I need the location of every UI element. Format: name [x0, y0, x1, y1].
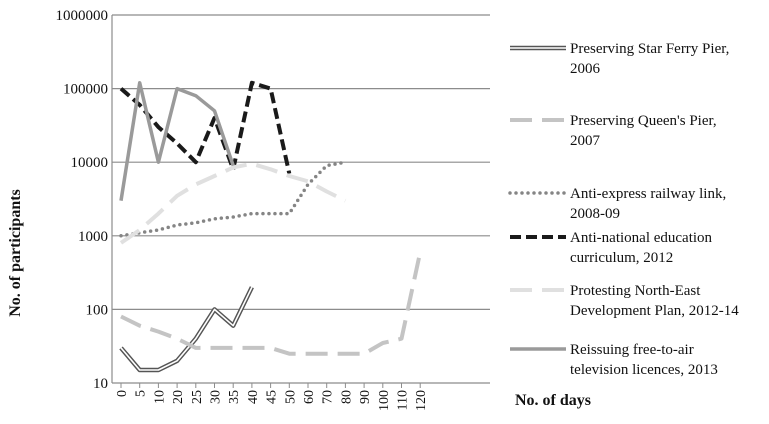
- x-tick-label: 20: [171, 390, 186, 404]
- x-tick-label: 30: [209, 390, 224, 404]
- legend-label: Protesting North-East Development Plan, 2…: [570, 283, 739, 319]
- legend-label: Preserving Queen's Pier, 2007: [570, 113, 717, 149]
- x-tick-label: 40: [246, 390, 261, 404]
- x-tick-label: 60: [302, 390, 317, 404]
- legend-label: Reissuing free-to-air television licences…: [570, 342, 718, 378]
- x-tick-label: 120: [414, 390, 429, 411]
- x-axis-title: No. of days: [515, 392, 591, 409]
- y-tick-label: 100: [86, 302, 109, 318]
- y-tick-label: 1000: [78, 229, 108, 245]
- x-tick-label: 110: [396, 390, 411, 410]
- x-tick-label: 70: [321, 390, 336, 404]
- x-tick-label: 100: [377, 390, 392, 411]
- x-tick-label: 5: [134, 390, 149, 397]
- legend-label: Anti-express railway link, 2008-09: [570, 186, 726, 222]
- x-tick-label: 45: [265, 390, 280, 404]
- x-tick-label: 10: [152, 390, 167, 404]
- x-tick-label: 35: [227, 390, 242, 404]
- legend-label: Anti-national education curriculum, 2012: [570, 230, 713, 266]
- series-line-6: [119, 81, 235, 201]
- series-line-1: [119, 286, 254, 373]
- x-tick-label: 25: [190, 390, 205, 404]
- x-tick-label: 80: [339, 390, 354, 404]
- series-line-4: [119, 80, 292, 175]
- series-line-5: [119, 161, 347, 245]
- y-tick-label: 100000: [63, 82, 108, 98]
- series-lines: [119, 80, 423, 373]
- x-tick-label: 0: [115, 390, 130, 397]
- y-axis-title: No. of participants: [7, 189, 24, 317]
- x-tick-labels: 0 5 10 20 25 30 35 40 45 50 60 70 80 90 100 110 120: [115, 390, 429, 411]
- x-tick-label: 90: [358, 390, 373, 404]
- y-tick-label: 10: [93, 376, 108, 392]
- x-tick-label: 50: [283, 390, 298, 404]
- y-tick-label: 1000000: [56, 8, 109, 24]
- gridlines: [111, 14, 490, 388]
- legend-label: Preserving Star Ferry Pier, 2006: [570, 41, 729, 77]
- series-line-3: [119, 160, 348, 238]
- legend: Preserving Star Ferry Pier, 2006 Preservin…: [508, 41, 739, 378]
- series-line-2: [120, 251, 423, 356]
- y-tick-label: 10000: [71, 155, 109, 171]
- series-line-1-inner: [120, 286, 253, 371]
- y-tick-labels: 10 100 1000 10000 100000 1000000: [56, 8, 109, 392]
